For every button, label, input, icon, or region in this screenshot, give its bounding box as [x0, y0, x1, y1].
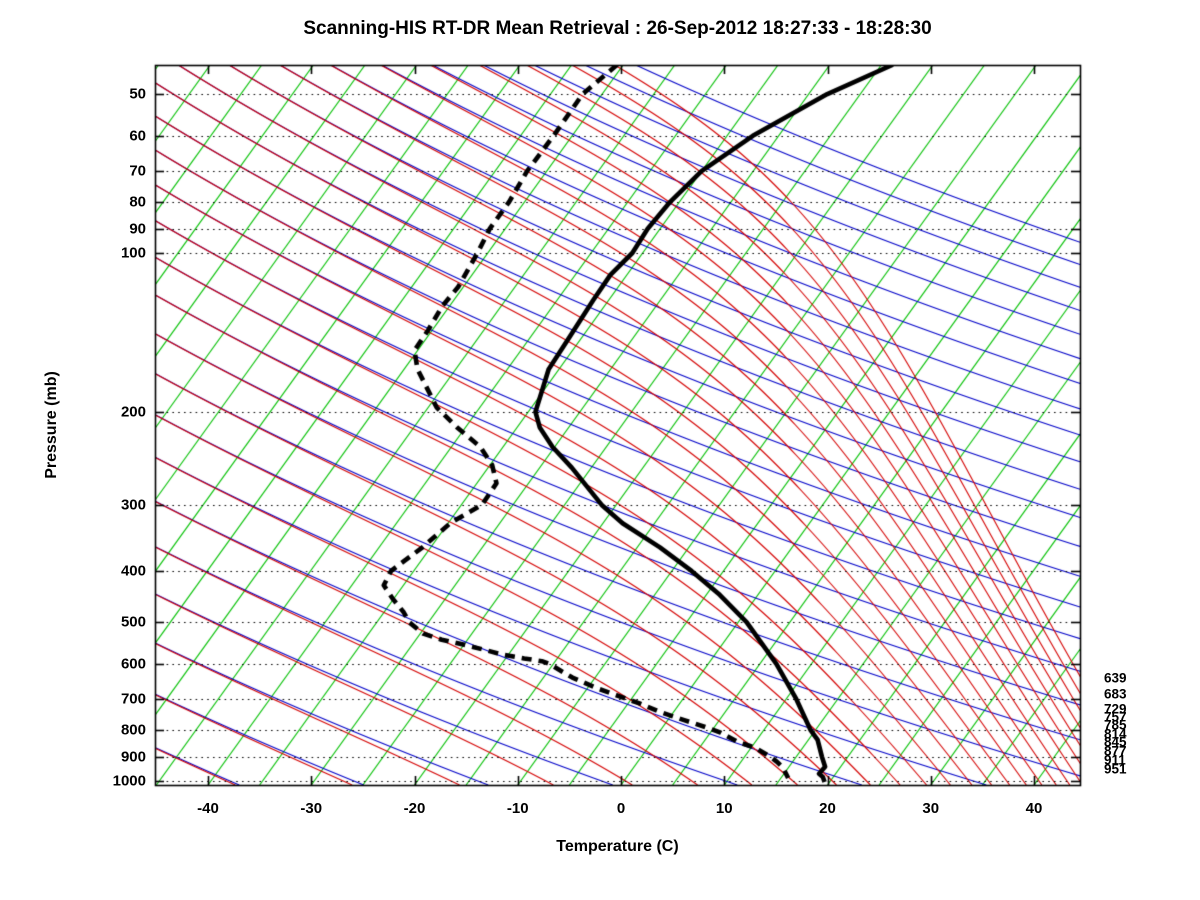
y-tick-label: 70: [129, 162, 146, 180]
level-label: 911: [1104, 752, 1126, 768]
y-tick-label: 600: [120, 655, 146, 673]
level-label: 785: [1104, 717, 1127, 733]
y-axis-label: Pressure (mb): [43, 371, 60, 479]
x-tick-label: 0: [616, 800, 626, 817]
x-tick-label: -30: [300, 800, 323, 817]
x-tick-label: 10: [715, 800, 733, 817]
x-tick-label: 20: [819, 800, 836, 817]
y-tick-label: 50: [129, 85, 146, 103]
level-label: 877: [1104, 743, 1127, 759]
x-tick-label: -40: [197, 800, 219, 817]
y-tick-label: 300: [120, 496, 146, 514]
x-tick-label: -20: [403, 800, 426, 817]
chart-title: Scanning-HIS RT-DR Mean Retrieval : 26-S…: [303, 18, 932, 39]
level-label: 683: [1104, 686, 1127, 702]
x-axis-label: Temperature (C): [556, 838, 679, 855]
y-tick-label: 900: [120, 748, 146, 766]
level-label: 639: [1104, 670, 1127, 686]
x-tick-label: 30: [922, 800, 940, 817]
y-tick-label: 400: [120, 562, 146, 580]
level-label: 757: [1104, 709, 1127, 725]
y-tick-label: 60: [129, 127, 146, 145]
y-tick-label: 700: [120, 690, 146, 708]
y-tick-label: 90: [129, 220, 146, 238]
y-tick-label: 200: [120, 403, 146, 421]
y-tick-label: 800: [120, 721, 146, 739]
y-tick-label: 1000: [112, 772, 146, 790]
y-tick-label: 500: [120, 613, 146, 631]
y-tick-label: 80: [129, 193, 146, 211]
level-label: 951: [1104, 761, 1127, 777]
x-tick-label: -10: [506, 800, 529, 817]
level-label: 845: [1104, 734, 1127, 750]
x-tick-label: 40: [1025, 800, 1043, 817]
y-tick-label: 100: [120, 244, 146, 262]
level-label: 814: [1104, 726, 1127, 742]
level-label: 729: [1104, 701, 1127, 717]
